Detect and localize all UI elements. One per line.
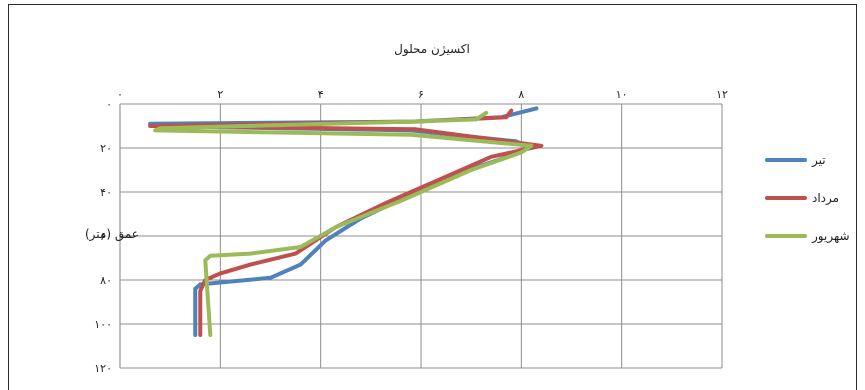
- x-tick-label: ۰: [117, 88, 123, 101]
- legend: تیر مرداد شهریور: [765, 153, 850, 244]
- legend-label: مرداد: [812, 191, 839, 206]
- legend-label: تیر: [811, 153, 826, 168]
- y-axis-label: عمق (متر): [85, 227, 139, 242]
- y-tick-label: ۴۰: [100, 186, 112, 199]
- y-tick-label: ۱۲۰: [94, 362, 112, 375]
- y-tick-label: ۶۰: [100, 230, 112, 243]
- legend-label: شهریور: [811, 229, 850, 244]
- y-tick-label: ۸۰: [100, 274, 112, 287]
- x-tick-label: ۴: [318, 88, 324, 101]
- x-tick-label: ۱۰: [616, 88, 628, 101]
- y-tick-label: ۱۰۰: [94, 318, 112, 331]
- x-tick-label: ۸: [518, 88, 524, 101]
- y-tick-label: ۰: [106, 98, 112, 111]
- x-tick-label: ۱۲: [716, 88, 728, 101]
- series-line: [153, 110, 534, 337]
- x-tick-label: ۶: [418, 88, 424, 101]
- chart-frame: [8, 4, 857, 390]
- x-tick-label: ۲: [217, 88, 223, 101]
- series-lines: [148, 106, 544, 337]
- chart-title: اکسیژن محلول: [394, 42, 470, 57]
- y-tick-label: ۲۰: [100, 142, 112, 155]
